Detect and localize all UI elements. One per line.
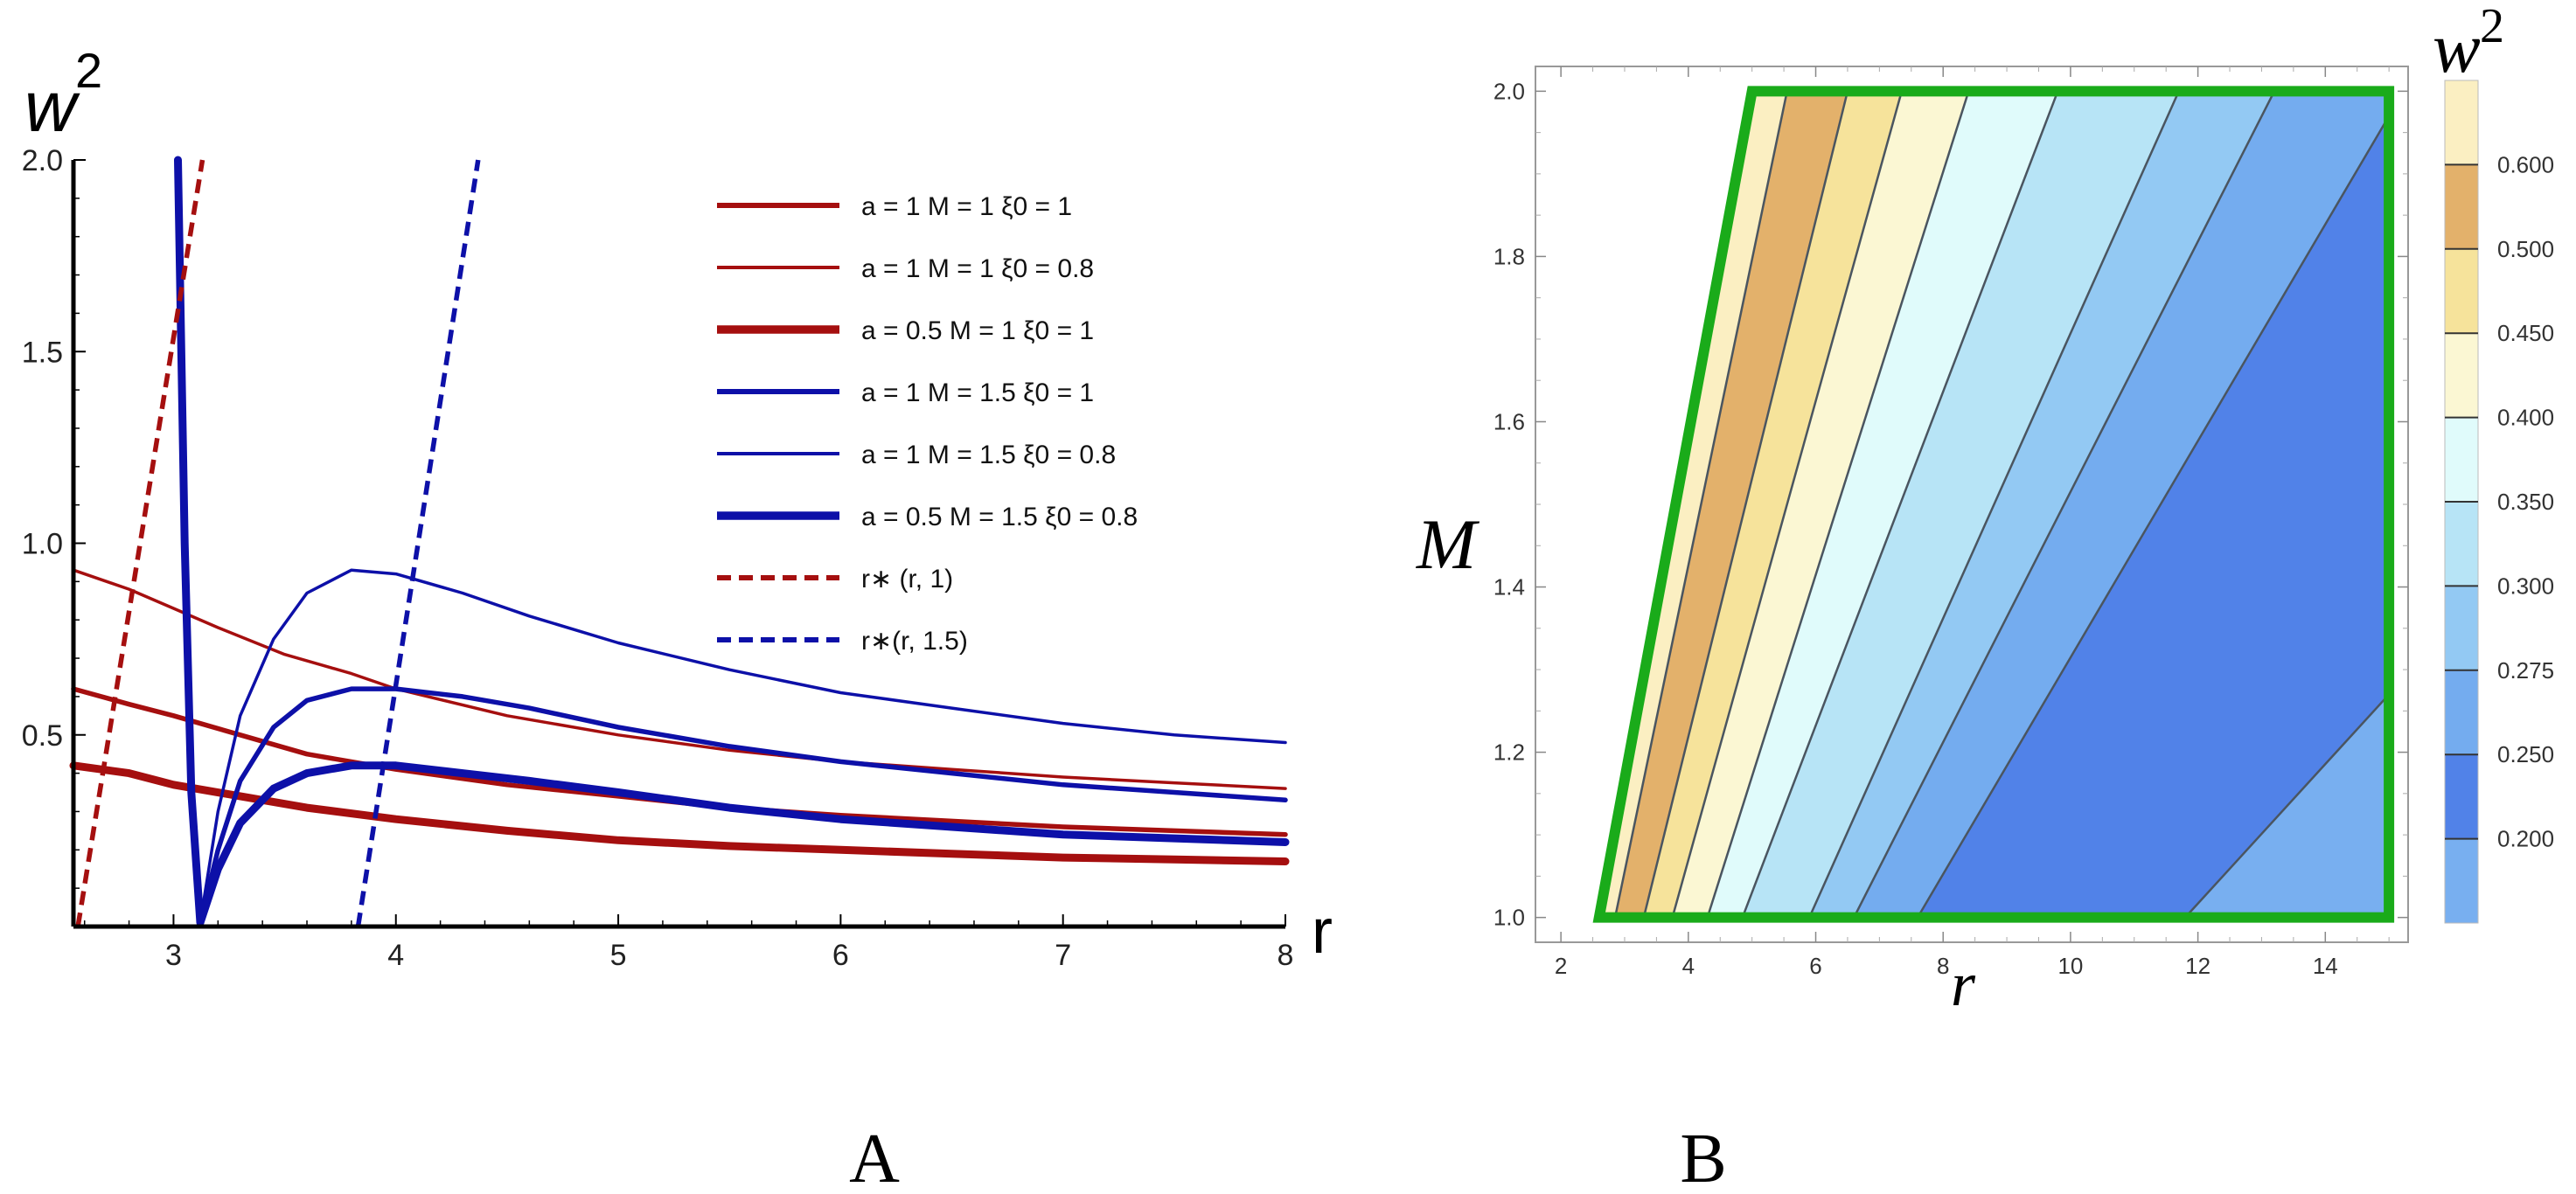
b-colorbar-swatch-8 <box>2445 754 2478 840</box>
b-colorbar-swatch-4 <box>2445 417 2478 503</box>
a-legend-label-5: a = 0.5 M = 1.5 ξ0 = 0.8 <box>861 503 1138 531</box>
a-series-line-0 <box>71 686 1288 837</box>
panel-b-letter: B <box>1680 1121 1726 1194</box>
b-colorbar-label-1: 0.500 <box>2497 236 2554 262</box>
a-y-tick-label-0: 0.5 <box>22 719 63 753</box>
b-y-tick-label-5: 2.0 <box>1493 78 1525 104</box>
b-colorbar-label-8: 0.200 <box>2497 826 2554 852</box>
panel-b-chart: 2 4 6 8 10 12 141.01.21.41.61.82.0 r M 0.6000.… <box>1416 0 2554 1194</box>
b-y-tick-label-2: 1.4 <box>1493 574 1525 600</box>
a-x-tick-label-0: 3 <box>165 939 182 972</box>
a-x-tick-label-1: 4 <box>387 939 404 972</box>
a-series-line-7 <box>355 159 481 927</box>
a-series-line-5 <box>174 156 1290 927</box>
panel-a-legend: a = 1 M = 1 ξ0 = 1 a = 1 M = 1 ξ0 = 0.8 a … <box>717 192 1138 656</box>
b-colorbar-label-5: 0.300 <box>2497 573 2554 599</box>
b-y-tick-label-1: 1.2 <box>1493 739 1525 766</box>
b-colorbar-label-6: 0.275 <box>2497 657 2554 684</box>
b-colorbar-label-0: 0.600 <box>2497 151 2554 177</box>
a-x-axis-label: r <box>1312 897 1333 967</box>
b-colorbar-swatch-6 <box>2445 586 2478 671</box>
a-legend-label-6: r∗ (r, 1) <box>861 565 953 594</box>
b-colorbar-title-exp: 2 <box>2480 0 2504 53</box>
a-x-tick-label-3: 6 <box>832 939 849 972</box>
b-colorbar-swatch-3 <box>2445 333 2478 419</box>
a-x-tick-label-2: 5 <box>610 939 627 972</box>
a-legend-label-2: a = 0.5 M = 1 ξ0 = 1 <box>861 316 1094 345</box>
b-contour-line-8 <box>2184 693 2391 919</box>
b-x-tick-label-1: 4 <box>1682 953 1695 979</box>
a-legend-label-7: r∗(r, 1.5) <box>861 627 968 656</box>
b-contour-line-2 <box>1671 91 1904 918</box>
b-contour-line-3 <box>1706 90 1970 919</box>
b-y-tick-label-0: 1.0 <box>1493 905 1525 931</box>
b-colorbar-label-3: 0.400 <box>2497 405 2554 431</box>
panel-b-region-outline <box>1592 86 2395 923</box>
b-contour-line-4 <box>1741 90 2059 919</box>
b-colorbar-label-4: 0.350 <box>2497 489 2554 515</box>
b-colorbar-swatch-5 <box>2445 502 2478 587</box>
a-series-line-2 <box>69 761 1290 865</box>
b-colorbar-label-2: 0.450 <box>2497 320 2554 346</box>
panel-a-letter: A <box>849 1121 900 1194</box>
b-band-4 <box>1707 91 2058 918</box>
a-y-tick-label-2: 1.5 <box>22 336 63 369</box>
a-x-tick-label-4: 7 <box>1055 939 1071 972</box>
b-band-6 <box>1809 91 2274 918</box>
b-colorbar-swatch-2 <box>2445 248 2478 334</box>
b-x-tick-label-6: 14 <box>2313 953 2338 979</box>
b-y-axis-label: M <box>1416 504 1480 584</box>
panel-b-ticks: 2 4 6 8 10 12 14 1.0 1.2 1.4 1.6 1.8 2.0 <box>1493 66 2408 979</box>
b-band-5 <box>1742 91 2179 918</box>
b-x-tick-label-0: 2 <box>1555 953 1567 979</box>
panel-a-ticks: 3 4 5 6 7 8 0.5 1.0 1.5 2.0 <box>22 144 1294 972</box>
a-legend-label-4: a = 1 M = 1.5 ξ0 = 0.8 <box>861 441 1116 469</box>
b-colorbar-label-7: 0.250 <box>2497 741 2554 767</box>
b-colorbar-swatch-7 <box>2445 670 2478 755</box>
panel-b-colorbar: 0.600 0.500 0.450 0.400 0.350 0.300 0.275 0.250… <box>2444 80 2554 924</box>
b-colorbar-swatch-0 <box>2445 80 2478 165</box>
a-x-tick-label-5: 8 <box>1278 939 1294 972</box>
a-y-axis-label-exp: 2 <box>75 43 102 98</box>
b-colorbar-title: w 2 <box>2433 0 2504 87</box>
b-band-1 <box>1615 91 1848 918</box>
b-x-tick-label-2: 6 <box>1809 953 1821 979</box>
b-contour-line-1 <box>1642 91 1849 918</box>
b-contour-line-0 <box>1613 91 1788 918</box>
b-colorbar-title-base: w <box>2433 8 2481 87</box>
b-colorbar-swatch-9 <box>2445 838 2478 924</box>
b-contour-line-7 <box>1917 115 2391 919</box>
b-band-3 <box>1672 91 1969 918</box>
b-contour-line-5 <box>1808 90 2180 919</box>
b-y-tick-label-4: 1.8 <box>1493 243 1525 269</box>
b-band-0 <box>1598 91 1787 918</box>
b-x-tick-label-4: 10 <box>2057 953 2083 979</box>
a-y-tick-label-3: 2.0 <box>22 144 63 177</box>
a-legend-label-3: a = 1 M = 1.5 ξ0 = 1 <box>861 378 1094 407</box>
b-colorbar-swatch-1 <box>2445 164 2478 250</box>
a-y-axis-label: w 2 <box>24 43 102 147</box>
b-y-tick-label-3: 1.6 <box>1493 408 1525 434</box>
b-x-tick-label-5: 12 <box>2185 953 2210 979</box>
a-legend-label-1: a = 1 M = 1 ξ0 = 0.8 <box>861 254 1094 283</box>
b-contour-line-6 <box>1853 90 2276 919</box>
a-legend-label-0: a = 1 M = 1 ξ0 = 1 <box>861 192 1072 221</box>
b-band-2 <box>1643 91 1902 918</box>
panel-a-curves <box>69 156 1290 927</box>
a-series-line-6 <box>75 159 205 927</box>
b-x-axis-label: r <box>1951 949 1976 1019</box>
panel-a-chart: 3 4 5 6 7 8 0.5 1.0 1.5 2.0 r w 2 a = 1 M = 1 ξ0 … <box>22 43 1333 1194</box>
b-x-tick-label-3: 8 <box>1937 953 1949 979</box>
b-band-7 <box>1854 91 2390 918</box>
panel-b-contour-lines <box>1613 90 2391 919</box>
a-y-axis-label-base: w <box>24 67 80 147</box>
a-y-tick-label-1: 1.0 <box>22 528 63 561</box>
